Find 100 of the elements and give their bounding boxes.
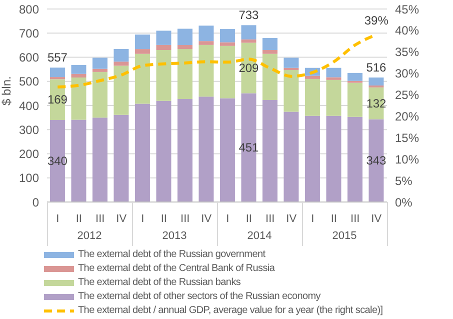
y2-tick-label: 10%: [395, 152, 420, 166]
bar: [326, 80, 342, 116]
bar: [156, 50, 172, 101]
bar: [114, 114, 129, 202]
x-tick-label: II: [246, 212, 252, 225]
bar: [284, 58, 299, 68]
total-label: 733: [238, 8, 260, 22]
x-tick-label: II: [330, 212, 337, 225]
y2-tick-label: 5%: [395, 174, 413, 188]
y-tick-label: 500: [18, 74, 40, 89]
text: 2012: [76, 230, 103, 242]
text: 2015: [331, 230, 358, 242]
bar: [156, 44, 172, 50]
bar: [71, 64, 86, 74]
bar: [114, 66, 129, 115]
x-tick-label: III: [180, 212, 190, 225]
bar: [71, 78, 86, 120]
y-axis-title: $ bln.: [0, 76, 14, 106]
x-tick-label: III: [266, 212, 275, 225]
bar: [284, 112, 299, 202]
bar: [92, 68, 108, 72]
x-tick-label: I: [311, 212, 314, 225]
bar: [198, 44, 214, 97]
bar: [177, 49, 192, 99]
bar: [304, 116, 320, 202]
x-tick-label: II: [160, 212, 167, 225]
bar: [177, 44, 192, 50]
bar: [262, 100, 278, 202]
bar: [241, 25, 256, 40]
bar: [220, 46, 235, 98]
bar: [220, 98, 235, 202]
x-tick-label: I: [226, 212, 230, 225]
bar: [326, 68, 342, 78]
bar: [262, 38, 278, 50]
bar: [156, 100, 172, 202]
y2-tick-label: 35%: [395, 45, 420, 60]
y-tick-label: 400: [18, 98, 40, 113]
y-tick-label: 600: [18, 50, 40, 65]
bar: [134, 104, 150, 202]
bar: [368, 78, 384, 86]
bar: [92, 72, 108, 118]
bar: [71, 74, 86, 78]
bar: [304, 76, 320, 79]
legend-label: The external debt of the Russian government: [78, 248, 266, 262]
bar: [134, 34, 150, 50]
legend-label: The external debt / annual GDP, average value for a year (the right scale)]: [78, 304, 383, 318]
bar: [50, 68, 65, 78]
text: 2013: [161, 230, 188, 242]
bar: [326, 77, 342, 80]
y2-tick-label: 0%: [395, 195, 413, 210]
x-tick-label: III: [96, 212, 105, 225]
y2-tick-label: 30%: [395, 66, 420, 81]
bar: [134, 49, 150, 54]
bar: [262, 54, 278, 100]
y-tick-label: 700: [18, 26, 40, 40]
bar: [71, 120, 86, 202]
bar: [114, 49, 129, 62]
bar: [198, 96, 214, 202]
bar: [347, 82, 362, 117]
total-label: 557: [47, 50, 68, 65]
x-tick-label: IV: [201, 212, 212, 225]
bar: [198, 26, 214, 42]
y2-tick-label: 25%: [395, 88, 420, 102]
y2-tick-label: 15%: [395, 130, 420, 145]
bar: [347, 116, 362, 202]
bar: [198, 41, 214, 45]
bar: [220, 29, 235, 42]
x-tick-label: I: [141, 212, 144, 225]
bar: [284, 70, 299, 112]
y-tick-label: 800: [18, 2, 40, 16]
bar: [114, 62, 129, 66]
data-label: 132: [366, 96, 387, 110]
y2-tick-label: 20%: [395, 109, 420, 124]
bar: [347, 72, 362, 81]
x-tick-label: I: [56, 212, 60, 225]
bar: [220, 42, 235, 46]
legend-label: The external debt of the Central Bank of Russia: [78, 262, 275, 276]
bar: [262, 50, 278, 54]
x-tick-label: II: [76, 212, 82, 225]
x-tick-label: IV: [286, 212, 298, 225]
bar: [241, 39, 256, 43]
text: 2014: [246, 230, 273, 242]
x-tick-label: IV: [116, 212, 128, 225]
bar: [326, 116, 342, 202]
y-tick-label: 200: [18, 147, 40, 162]
legend-label: The external debt of the Russian banks: [78, 276, 241, 290]
x-tick-label: IV: [371, 212, 382, 225]
bar: [92, 58, 108, 69]
y2-tick-label: 45%: [395, 2, 420, 16]
bar: [284, 68, 299, 70]
y-tick-label: 0: [32, 195, 40, 210]
data-label: 39%: [364, 14, 389, 28]
legend-label: The external debt of other sectors of the Russian economy: [78, 290, 320, 304]
bar: [156, 30, 172, 45]
y2-tick-label: 40%: [395, 24, 420, 38]
bar: [177, 28, 192, 45]
bar: [92, 118, 108, 202]
bar: [134, 54, 150, 104]
bar: [304, 78, 320, 116]
bar: [177, 98, 192, 202]
